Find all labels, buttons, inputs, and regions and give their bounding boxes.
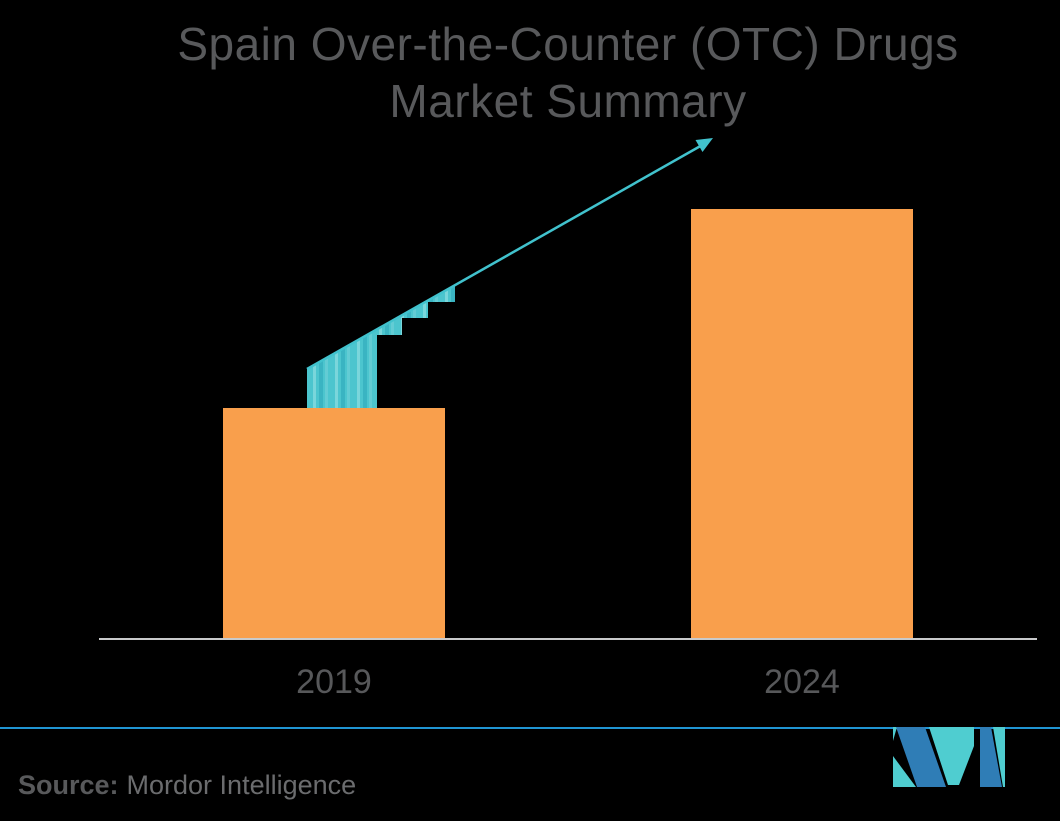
growth-arrow-line	[306, 142, 705, 371]
x-tick-label-2024: 2024	[764, 663, 840, 701]
source-attribution: Source: Mordor Intelligence	[18, 770, 356, 801]
mordor-intelligence-m-logo	[893, 727, 1005, 787]
logo-m-blue-band	[896, 727, 946, 787]
x-axis-line	[99, 638, 1037, 640]
bar-2024	[691, 209, 913, 639]
growth-steps-shape	[307, 285, 455, 408]
growth-arrow-head	[695, 138, 713, 152]
logo-m-teal-top-sliver	[893, 727, 897, 741]
footer-divider-line	[0, 727, 1060, 729]
chart-title: Spain Over-the-Counter (OTC) Drugs Marke…	[38, 16, 1060, 130]
logo-i-teal	[993, 727, 1005, 787]
source-value: Mordor Intelligence	[126, 770, 357, 800]
bar-2019	[223, 408, 445, 639]
chart-title-line-1: Spain Over-the-Counter (OTC) Drugs	[177, 18, 959, 70]
logo-m-teal-right	[929, 727, 974, 785]
logo-m-teal-bottom-left	[893, 756, 916, 787]
chart-title-line-2: Market Summary	[389, 75, 747, 127]
logo-i-blue	[980, 727, 1002, 787]
x-tick-label-2019: 2019	[296, 663, 372, 701]
source-label: Source:	[18, 770, 119, 800]
